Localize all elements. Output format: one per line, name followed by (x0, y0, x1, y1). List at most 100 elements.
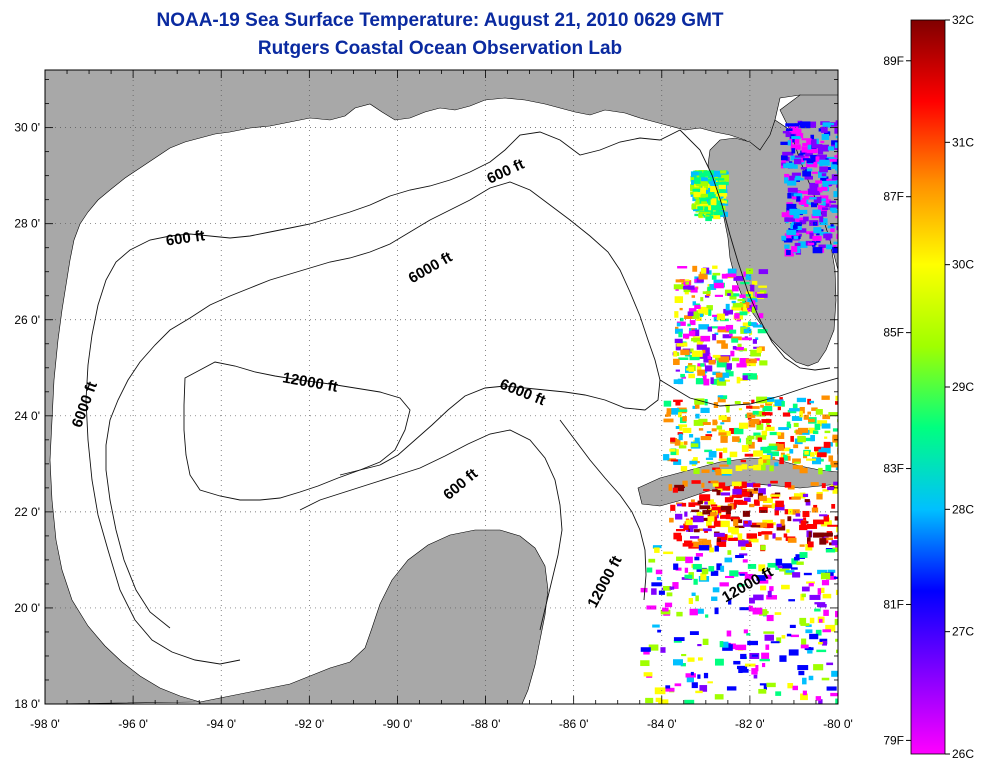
sst-pixel (803, 437, 814, 442)
sst-pixel (718, 429, 725, 434)
sst-pixel (813, 519, 824, 525)
sst-pixel (731, 300, 736, 304)
sst-pixel (725, 303, 730, 311)
sst-pixel (734, 525, 745, 529)
sst-pixel (703, 170, 710, 177)
sst-pixel (819, 166, 828, 173)
sst-pixel (756, 423, 764, 430)
sst-pixel (707, 499, 714, 505)
sst-pixel (676, 342, 688, 347)
sst-pixel (804, 446, 810, 450)
sst-pixel (758, 495, 767, 502)
sst-pixel (772, 533, 776, 539)
sst-pixel (688, 308, 697, 312)
sst-pixel (741, 488, 750, 492)
sst-pixel (832, 489, 838, 494)
sst-pixel (774, 612, 782, 615)
sst-pixel (688, 502, 696, 507)
sst-pixel (799, 544, 805, 547)
sst-pixel (783, 163, 788, 169)
sst-pixel (743, 629, 748, 634)
sst-pixel (786, 423, 792, 429)
sst-pixel (775, 500, 784, 508)
sst-pixel (729, 293, 737, 300)
sst-pixel (665, 687, 675, 692)
sst-pixel (696, 277, 704, 283)
sst-pixel (830, 162, 837, 169)
sst-pixel (800, 593, 805, 601)
sst-pixel (699, 685, 708, 692)
sst-pixel (807, 121, 817, 128)
sst-pixel (776, 523, 782, 528)
sst-pixel (753, 674, 758, 679)
sst-pixel (695, 199, 700, 205)
sst-pixel (700, 407, 710, 413)
sst-pixel (832, 428, 838, 432)
sst-pixel (836, 525, 838, 533)
sst-pixel (809, 633, 819, 640)
lat-tick-label: 24 0' (14, 409, 40, 423)
sst-pixel (712, 481, 719, 487)
sst-pixel (716, 563, 722, 571)
sst-pixel (815, 180, 823, 184)
sst-pixel (726, 363, 733, 370)
sst-pixel (824, 540, 829, 544)
sst-pixel (739, 311, 748, 316)
sst-pixel (811, 407, 818, 411)
sst-pixel (786, 421, 791, 425)
sst-pixel (697, 644, 702, 647)
sst-pixel (702, 374, 707, 381)
sst-pixel (700, 197, 707, 201)
sst-pixel (728, 537, 738, 541)
sst-pixel (792, 403, 798, 410)
sst-pixel (809, 617, 815, 624)
sst-pixel (781, 212, 793, 218)
sst-pixel (683, 523, 691, 530)
sst-pixel (643, 672, 653, 677)
sst-pixel (717, 326, 726, 331)
sst-pixel (781, 401, 785, 407)
sst-pixel (712, 265, 718, 269)
sst-pixel (695, 595, 699, 602)
sst-pixel (766, 682, 776, 688)
sst-pixel (806, 458, 816, 461)
sst-pixel (820, 587, 825, 594)
sst-pixel (752, 538, 759, 543)
sst-pixel (714, 332, 719, 335)
sst-pixel (792, 175, 801, 179)
sst-pixel (712, 468, 717, 472)
sst-pixel (752, 607, 763, 615)
sst-pixel (767, 483, 772, 487)
sst-pixel (738, 408, 743, 411)
sst-pixel (832, 246, 838, 254)
sst-pixel (801, 638, 807, 645)
sst-pixel (732, 488, 742, 495)
sst-pixel (733, 427, 744, 435)
contour-6000ft-east (339, 181, 661, 476)
sst-pixel (673, 659, 683, 666)
colorbar-gradient (910, 19, 946, 755)
sst-pixel (747, 298, 758, 303)
sst-pixel (707, 192, 715, 197)
sst-pixel (697, 538, 707, 541)
sst-pixel (699, 517, 709, 521)
sst-pixel (697, 511, 704, 516)
sst-pixel (775, 558, 783, 566)
sst-pixel (735, 644, 747, 651)
sst-pixel (813, 504, 818, 510)
sst-pixel (802, 493, 809, 498)
sst-pixel (700, 187, 706, 195)
sst-pixel (694, 398, 705, 405)
sst-pixel (732, 346, 737, 350)
sst-pixel (742, 402, 750, 405)
sst-pixel (711, 275, 717, 280)
sst-pixel (789, 449, 794, 454)
sst-pixel (727, 293, 731, 296)
sst-pixel (716, 486, 723, 492)
sst-pixel (718, 458, 730, 461)
sst-pixel (835, 638, 838, 642)
sst-pixel (714, 174, 719, 181)
sst-pixel (724, 309, 734, 315)
sst-pixel (794, 133, 804, 139)
